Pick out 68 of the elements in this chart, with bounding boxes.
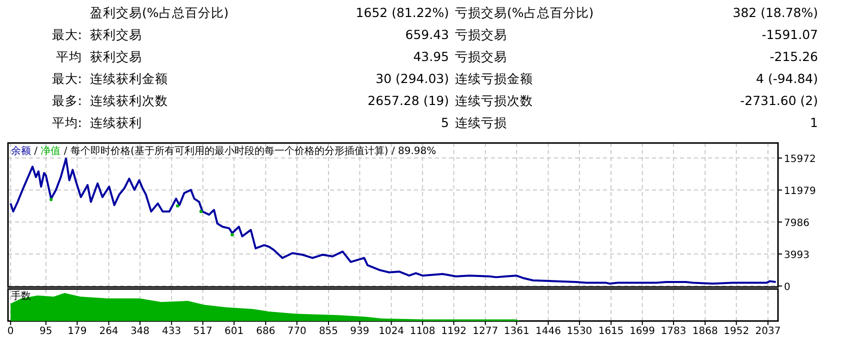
x-tick-label: 348 <box>130 326 150 337</box>
text: 亏损交易 <box>455 49 507 64</box>
text: 1 <box>810 115 818 130</box>
x-tick-label: 1108 <box>410 326 436 337</box>
y-tick-label: 15972 <box>784 154 816 166</box>
text: 382 (18.78%) <box>732 5 818 20</box>
x-tick-label: 1615 <box>598 326 624 337</box>
text: 连续获利金额 <box>90 71 168 86</box>
text: 连续亏损 <box>455 115 507 130</box>
text: -2731.60 (2) <box>740 93 818 108</box>
text: 获利交易 <box>90 49 142 64</box>
x-tick-label: 433 <box>162 326 182 337</box>
text: 659.43 <box>405 27 449 42</box>
text: 连续亏损次数 <box>455 93 533 108</box>
x-tick-label: 1952 <box>724 326 750 337</box>
text: 亏损交易 <box>455 27 507 42</box>
y-tick-label: 7986 <box>784 218 810 230</box>
x-tick-label: 770 <box>287 326 306 337</box>
x-tick-label: 1024 <box>378 326 404 337</box>
text: 获利交易 <box>90 27 142 42</box>
text: 连续获利 <box>90 115 142 130</box>
x-tick-label: 1868 <box>692 326 718 337</box>
x-tick-label: 939 <box>350 326 370 337</box>
point <box>230 233 234 236</box>
x-tick-label: 855 <box>318 326 338 337</box>
y-tick-label: 0 <box>784 282 790 293</box>
chart-title: 每个即时价格(基于所有可利用的最小时段的每一个价格的分形插值计算) / 89.98% <box>70 145 436 157</box>
text: 亏损交易(%占总百分比) <box>455 5 594 20</box>
text: 盈利交易(%占总百分比) <box>90 5 229 20</box>
annotation: / <box>31 146 41 157</box>
x-tick-label: 2037 <box>755 326 781 337</box>
x-tick-label: 1530 <box>566 326 592 337</box>
x-tick-label: 1361 <box>504 326 530 337</box>
text: 净值 <box>40 145 61 157</box>
y-tick-label: 11979 <box>784 186 816 198</box>
x-tick-label: 95 <box>40 326 52 337</box>
x-tick-label: 1699 <box>630 326 656 337</box>
text: 平均: <box>52 115 82 130</box>
point <box>176 204 180 208</box>
text: 连续亏损金额 <box>455 71 533 86</box>
annotation: / <box>60 146 70 157</box>
x-tick-label: 0 <box>7 326 14 337</box>
text: 1652 (81.22%) <box>356 5 449 20</box>
text: 最多: <box>52 93 82 108</box>
series-label: 余额 <box>11 145 31 157</box>
x-tick-label: 1446 <box>536 326 561 337</box>
text: 最大: <box>52 27 82 42</box>
x-tick-label: 1783 <box>660 326 686 337</box>
text: 30 (294.03) <box>376 71 449 86</box>
x-tick-label: 517 <box>193 326 212 337</box>
text: 平均 <box>56 49 82 64</box>
text: 43.95 <box>413 49 449 64</box>
x-tick-label: 179 <box>68 326 87 337</box>
text: 4 (-94.84) <box>756 71 818 86</box>
text: 5 <box>441 115 449 130</box>
text: -215.26 <box>770 49 818 64</box>
x-tick-label: 1192 <box>441 326 467 337</box>
x-tick-label: 1277 <box>472 326 498 337</box>
point <box>199 210 203 214</box>
x-tick-label: 264 <box>99 326 118 337</box>
x-tick-label: 686 <box>256 326 276 337</box>
text: 连续获利次数 <box>90 93 168 108</box>
x-tick-label: 601 <box>224 326 244 337</box>
text: 2657.28 (19) <box>368 93 449 108</box>
y-tick-label: 3993 <box>784 250 810 262</box>
text: 最大: <box>52 71 82 86</box>
text: -1591.07 <box>762 27 818 42</box>
point <box>50 198 53 202</box>
